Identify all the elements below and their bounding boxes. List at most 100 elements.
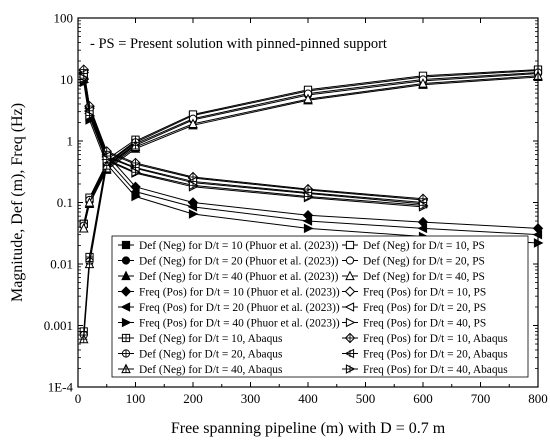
legend-marker bbox=[344, 332, 356, 344]
legend-box bbox=[111, 235, 529, 378]
legend-marker bbox=[121, 256, 131, 265]
marker-triangle-left bbox=[417, 223, 428, 234]
marker-square bbox=[121, 240, 131, 250]
legend-label: Freq (Pos) for D/t = 40, Abaqus bbox=[363, 364, 508, 376]
x-tick-label: 600 bbox=[413, 391, 433, 406]
legend-label: Freq (Pos) for D/t = 20, Abaqus bbox=[363, 349, 508, 361]
legend-item: Freq (Pos) for D/t = 10 (Phuor et al. (2… bbox=[118, 286, 340, 299]
legend-label: Freq (Pos) for D/t = 10, Abaqus bbox=[363, 333, 508, 345]
data-point bbox=[303, 191, 314, 202]
y-axis: 1E-4 0.001 0.01 0.1 1 10 100 bbox=[44, 11, 538, 395]
marker-square bbox=[345, 240, 355, 250]
legend-marker bbox=[344, 348, 355, 359]
legend-marker bbox=[121, 240, 131, 250]
legend-label: Def (Neg) for D/t = 40, Abaqus bbox=[139, 364, 283, 376]
x-axis-label: Free spanning pipeline (m) with D = 0.7 … bbox=[171, 420, 446, 437]
y-tick-label: 0.001 bbox=[44, 318, 73, 333]
data-point bbox=[302, 216, 313, 226]
marker-diamond bbox=[120, 286, 132, 297]
marker-triangle-up bbox=[121, 270, 131, 281]
legend-item: Def (Neg) for D/t = 10 (Phuor et al. (20… bbox=[118, 240, 339, 252]
series-17 bbox=[78, 68, 428, 208]
marker-triangle-right bbox=[131, 191, 141, 202]
legend-label: Freq (Pos) for D/t = 20 (Phuor et al. (2… bbox=[139, 302, 340, 314]
legend-marker bbox=[345, 256, 355, 265]
series-8 bbox=[79, 68, 543, 230]
legend-label: Def (Neg) for D/t = 20 (Phuor et al. (20… bbox=[139, 256, 339, 268]
legend-item: Def (Neg) for D/t = 10, PS bbox=[342, 240, 485, 252]
legend-item: Freq (Pos) for D/t = 10, Abaqus bbox=[342, 332, 508, 345]
marker-triangle-up bbox=[303, 93, 313, 104]
marker-triangle-right bbox=[303, 223, 314, 234]
legend-item: Def (Neg) for D/t = 10, Abaqus bbox=[118, 333, 283, 345]
legend-item: Freq (Pos) for D/t = 40, Abaqus bbox=[342, 364, 508, 376]
series-line bbox=[83, 70, 539, 224]
legend-marker bbox=[345, 240, 355, 250]
legend-label: Freq (Pos) for D/t = 40 (Phuor et al. (2… bbox=[139, 318, 340, 330]
data-point bbox=[303, 93, 313, 104]
legend-marker bbox=[121, 349, 131, 358]
legend-label: Def (Neg) for D/t = 10 (Phuor et al. (20… bbox=[139, 240, 339, 252]
data-point bbox=[187, 202, 198, 212]
legend-item: Freq (Pos) for D/t = 10, PS bbox=[342, 286, 486, 299]
series-15 bbox=[78, 139, 141, 344]
legend-label: Freq (Pos) for D/t = 10 (Phuor et al. (2… bbox=[139, 287, 340, 299]
legend-marker bbox=[345, 317, 356, 328]
y-tick-label: 1E-4 bbox=[48, 380, 74, 395]
marker-triangle-up bbox=[84, 197, 95, 207]
marker-triangle-right bbox=[188, 209, 199, 219]
legend-marker bbox=[345, 270, 355, 281]
series-line bbox=[83, 75, 539, 229]
x-tick-label: 200 bbox=[183, 391, 203, 406]
legend: Def (Neg) for D/t = 10 (Phuor et al. (20… bbox=[111, 235, 529, 378]
marker-triangle-left bbox=[344, 302, 355, 312]
legend-label: Def (Neg) for D/t = 20, PS bbox=[363, 256, 485, 268]
legend-marker bbox=[344, 302, 355, 312]
marker-triangle-left bbox=[302, 216, 313, 226]
x-tick-label: 400 bbox=[298, 391, 318, 406]
legend-marker bbox=[121, 363, 131, 374]
data-point bbox=[188, 209, 199, 219]
marker-circle bbox=[121, 256, 131, 265]
y-axis-label: Magnitude, Def (m), Freq (Hz) bbox=[9, 103, 26, 302]
legend-item: Def (Neg) for D/t = 40, Abaqus bbox=[118, 363, 283, 376]
data-point bbox=[303, 223, 314, 234]
series-18 bbox=[79, 73, 429, 211]
legend-marker bbox=[120, 302, 131, 312]
legend-item: Def (Neg) for D/t = 40, PS bbox=[342, 270, 485, 283]
legend-label: Def (Neg) for D/t = 40 (Phuor et al. (20… bbox=[139, 271, 339, 283]
legend-marker bbox=[345, 364, 356, 374]
legend-label: Def (Neg) for D/t = 10, PS bbox=[363, 240, 485, 252]
chart-annotation: - PS = Present solution with pinned-pinn… bbox=[90, 36, 387, 52]
x-tick-label: 700 bbox=[471, 391, 491, 406]
marker-triangle-up bbox=[345, 270, 355, 281]
legend-marker bbox=[120, 286, 132, 297]
series-line bbox=[83, 69, 424, 200]
series-line bbox=[83, 71, 539, 226]
y-tick-label: 1 bbox=[67, 134, 74, 149]
data-point bbox=[131, 191, 141, 202]
legend-label: Def (Neg) for D/t = 10, Abaqus bbox=[139, 333, 283, 345]
marker-triangle-right bbox=[345, 317, 356, 328]
legend-item: Freq (Pos) for D/t = 20 (Phuor et al. (2… bbox=[118, 302, 340, 314]
legend-label: Def (Neg) for D/t = 40, PS bbox=[363, 271, 485, 283]
series-line bbox=[83, 69, 539, 224]
x-axis: 0 100 200 300 400 500 600 700 800 bbox=[75, 18, 548, 406]
legend-label: Freq (Pos) for D/t = 10, PS bbox=[363, 287, 486, 299]
y-tick-label: 0.01 bbox=[50, 257, 73, 272]
marker-triangle-left bbox=[120, 302, 131, 312]
legend-item: Freq (Pos) for D/t = 20, PS bbox=[342, 302, 486, 314]
y-tick-label: 0.1 bbox=[57, 195, 73, 210]
legend-label: Freq (Pos) for D/t = 40, PS bbox=[363, 318, 486, 330]
legend-label: Freq (Pos) for D/t = 20, PS bbox=[363, 302, 486, 314]
marker-triangle-up bbox=[188, 118, 198, 128]
legend-item: Def (Neg) for D/t = 40 (Phuor et al. (20… bbox=[118, 270, 339, 283]
data-point bbox=[418, 200, 429, 211]
marker-triangle-right bbox=[121, 317, 132, 328]
series-line bbox=[83, 82, 539, 244]
marker-diamond bbox=[344, 286, 356, 297]
y-tick-label: 100 bbox=[54, 11, 74, 26]
data-point bbox=[78, 333, 89, 344]
data-point bbox=[85, 110, 95, 121]
